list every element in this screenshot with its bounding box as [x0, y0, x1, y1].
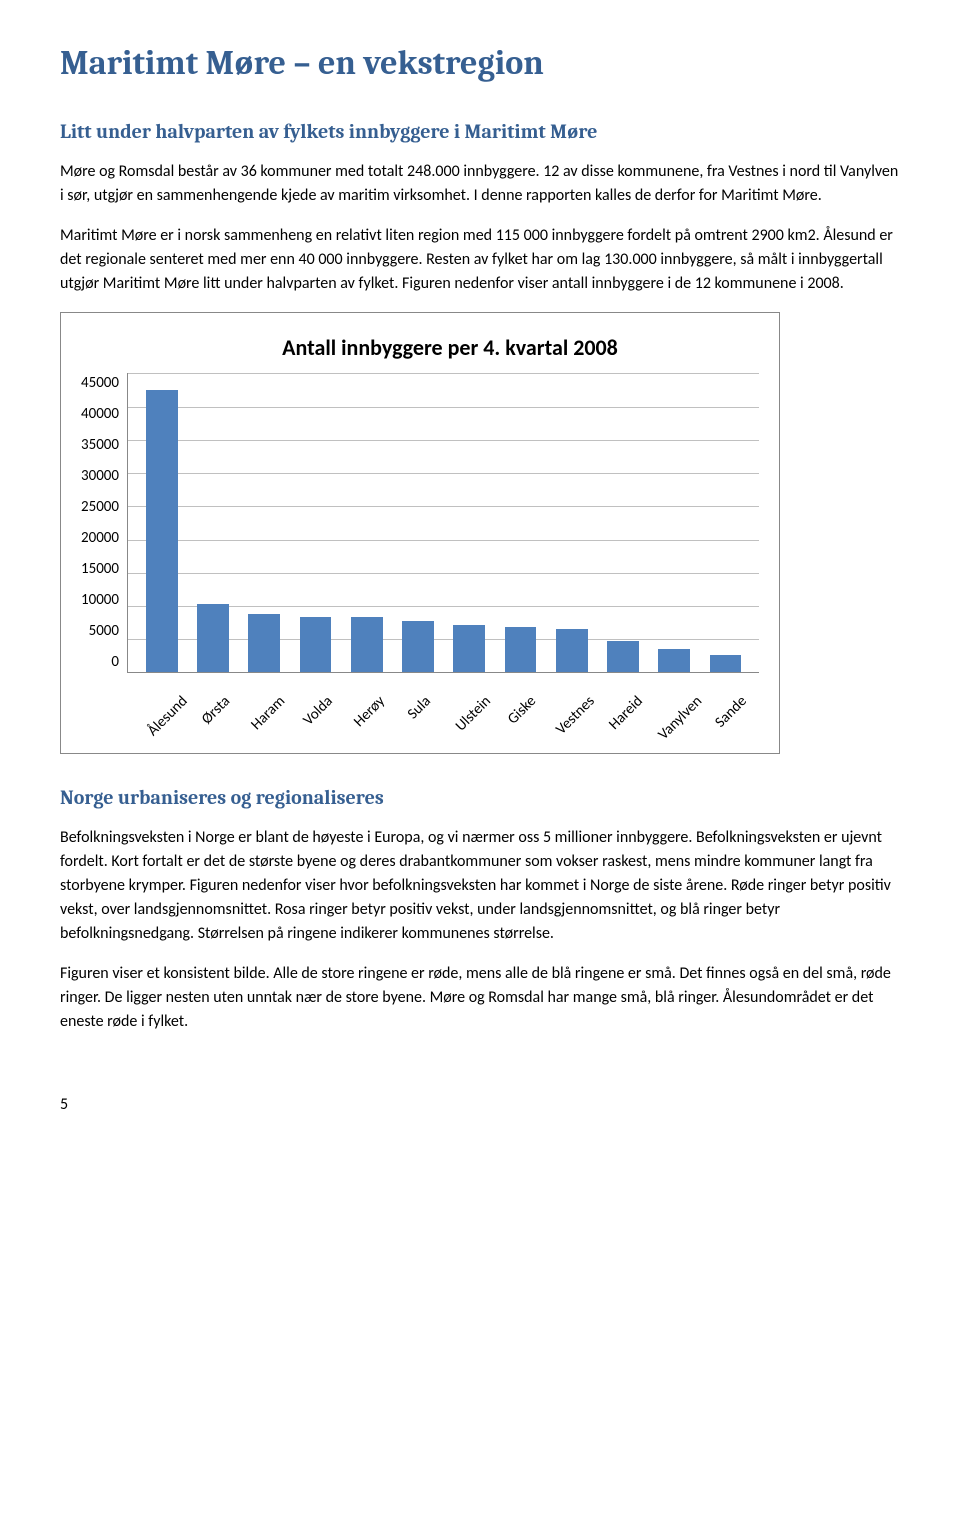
chart-bar [607, 641, 639, 673]
x-tick-label: Hareid [604, 692, 647, 735]
y-tick-label: 15000 [81, 559, 119, 580]
chart-bar [402, 621, 434, 673]
y-tick-label: 35000 [81, 435, 119, 456]
chart-bar [556, 629, 588, 672]
paragraph-1: Møre og Romsdal består av 36 kommuner me… [60, 160, 900, 208]
x-tick-label: Sula [403, 692, 436, 725]
chart-bar [710, 655, 742, 672]
chart-bar [505, 627, 537, 673]
x-tick-label: Ørsta [198, 692, 236, 730]
y-tick-label: 25000 [81, 497, 119, 518]
paragraph-4: Figuren viser et konsistent bilde. Alle … [60, 962, 900, 1034]
x-tick-label: Sande [711, 692, 752, 733]
paragraph-2: Maritimt Møre er i norsk sammenheng en r… [60, 224, 900, 296]
chart-title: Antall innbyggere per 4. kvartal 2008 [141, 333, 759, 364]
chart-bar [197, 604, 229, 672]
section-heading-1: Litt under halvparten av fylkets innbygg… [60, 118, 900, 146]
chart-bar [146, 390, 178, 672]
y-tick-label: 45000 [81, 373, 119, 394]
chart-bar [248, 614, 280, 672]
chart-plot-area [127, 373, 759, 673]
section-heading-2: Norge urbaniseres og regionaliseres [60, 784, 900, 812]
chart-bar [300, 617, 332, 673]
y-tick-label: 0 [111, 652, 119, 673]
y-tick-label: 20000 [81, 528, 119, 549]
chart-bar [453, 625, 485, 673]
y-tick-label: 30000 [81, 466, 119, 487]
chart-x-axis: ÅlesundØrstaHaramVoldaHerøySulaUlsteinGi… [127, 673, 759, 743]
chart-y-axis: 45000 40000 35000 30000 25000 20000 15000 10000… [81, 373, 127, 673]
page-title: Maritimt Møre – en vekstregion [60, 40, 900, 88]
chart-bar [351, 617, 383, 673]
x-tick-label: Ulstein [451, 692, 496, 737]
x-tick-label: Herøy [350, 692, 391, 733]
x-tick-label: Vestnes [552, 692, 600, 740]
y-tick-label: 10000 [81, 590, 119, 611]
population-chart: Antall innbyggere per 4. kvartal 2008 45… [60, 312, 780, 755]
x-tick-label: Haram [247, 692, 291, 736]
chart-bar [658, 649, 690, 672]
paragraph-3: Befolkningsveksten i Norge er blant de h… [60, 826, 900, 946]
y-tick-label: 5000 [89, 621, 119, 642]
y-tick-label: 40000 [81, 404, 119, 425]
x-tick-label: Giske [504, 692, 542, 730]
x-tick-label: Volda [299, 692, 338, 731]
page-number: 5 [60, 1094, 900, 1116]
chart-bars [128, 373, 759, 672]
